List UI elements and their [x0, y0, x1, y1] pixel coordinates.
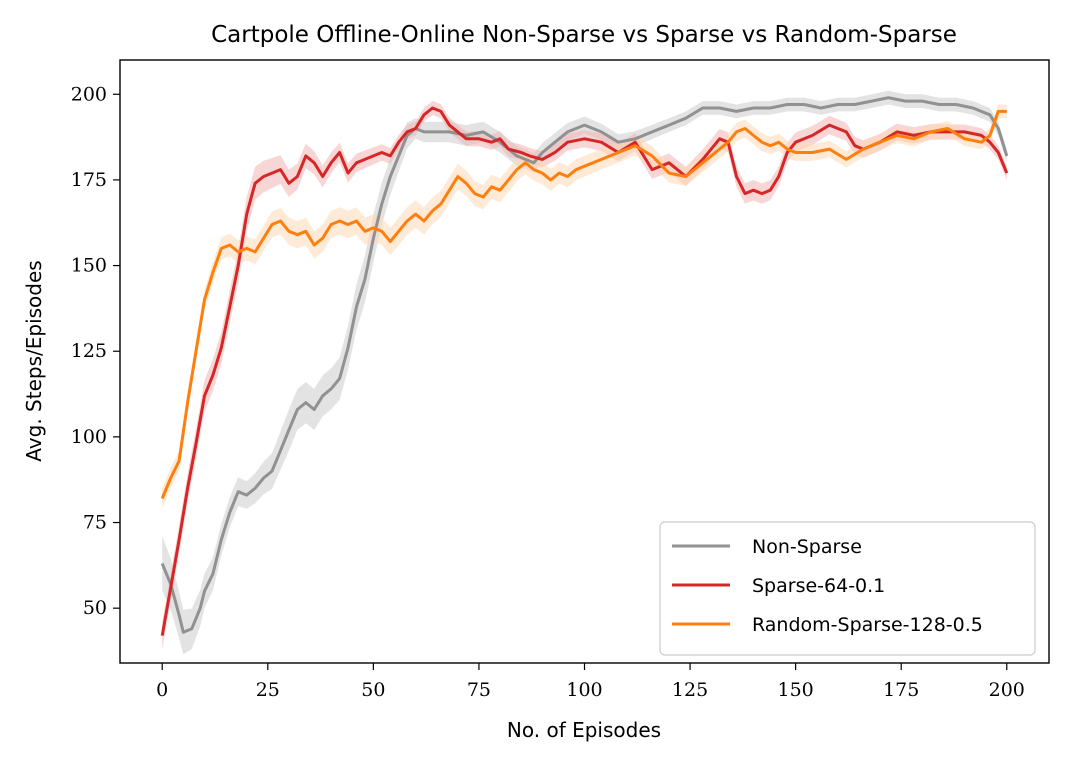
- y-axis-label: Avg. Steps/Episodes: [22, 260, 46, 461]
- chart-title: Cartpole Offline-Online Non-Sparse vs Sp…: [211, 22, 957, 48]
- x-tick-label: 100: [566, 679, 602, 701]
- x-tick-label: 175: [883, 679, 919, 701]
- y-tick-label: 150: [71, 255, 107, 277]
- x-tick-label: 75: [467, 679, 491, 701]
- x-tick-label: 0: [156, 679, 168, 701]
- series-lines: [160, 96, 1009, 636]
- legend-box: [659, 521, 1036, 656]
- x-axis-label: No. of Episodes: [507, 718, 661, 742]
- y-tick-label: 200: [71, 83, 107, 105]
- series-line-random-sparse-128-0-5: [160, 109, 1007, 500]
- legend-label-random-sparse: Random-Sparse-128-0.5: [752, 614, 983, 636]
- x-tick-label: 125: [672, 679, 708, 701]
- y-axis-ticks: 50 75 100 125 150 175 200: [71, 83, 120, 619]
- x-tick-label: 150: [778, 679, 814, 701]
- legend-label-sparse: Sparse-64-0.1: [752, 575, 885, 597]
- y-tick-label: 75: [83, 512, 107, 534]
- x-axis-ticks: 0 25 50 75 100 125 150 175 200: [156, 663, 1025, 701]
- confidence-bands: [162, 90, 1007, 655]
- y-tick-label: 50: [83, 597, 107, 619]
- series-line-sparse-64-0-1: [160, 106, 1009, 636]
- legend-label-non-sparse: Non-Sparse: [752, 536, 862, 558]
- y-tick-label: 125: [71, 340, 107, 362]
- y-tick-label: 175: [71, 169, 107, 191]
- x-tick-label: 25: [256, 679, 280, 701]
- x-tick-label: 200: [989, 679, 1025, 701]
- y-tick-label: 100: [71, 426, 107, 448]
- x-tick-label: 50: [361, 679, 385, 701]
- legend: Non-Sparse Sparse-64-0.1 Random-Sparse-1…: [659, 521, 1036, 656]
